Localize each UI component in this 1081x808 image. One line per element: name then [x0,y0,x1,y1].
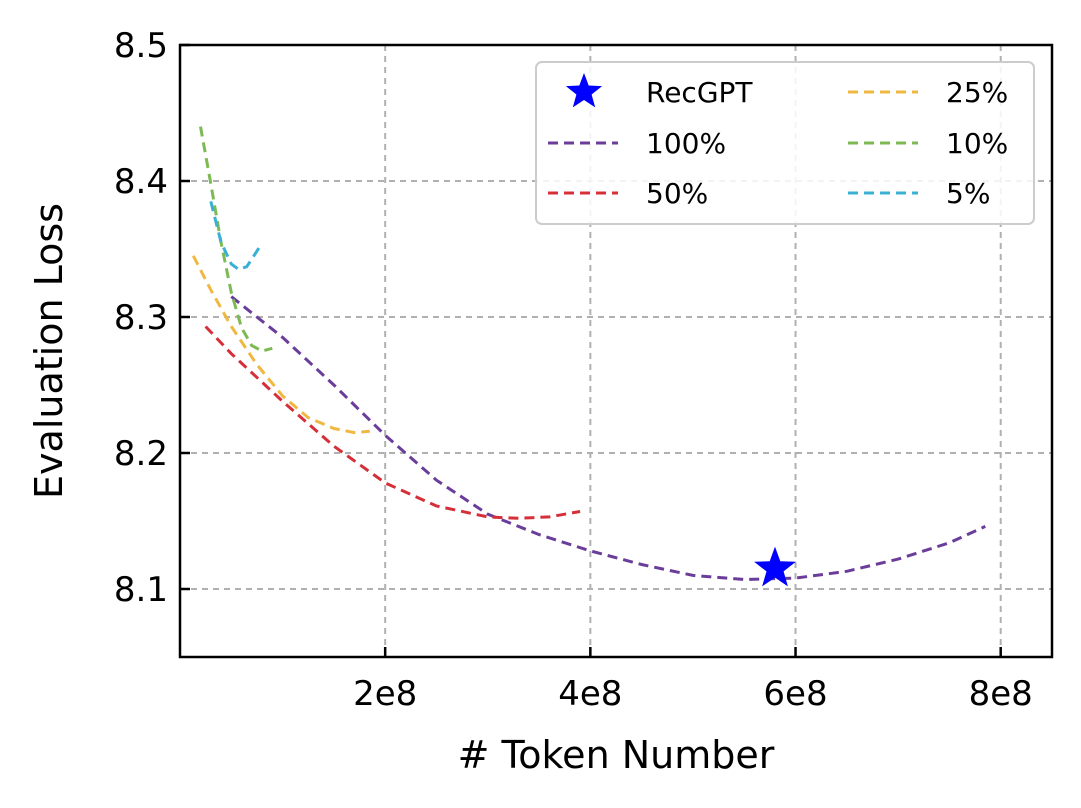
series-10pct-line [199,126,273,353]
series-25pct-line [191,255,370,435]
tick-layer: 2e8 4e8 6e8 8e8 8.1 8.2 8.3 8.4 8.5 [114,26,1033,714]
x-tick-label: 2e8 [353,674,417,714]
legend-50pct-label: 50% [646,177,708,210]
y-tick-label: 8.4 [114,162,168,202]
recgpt-star-marker [754,546,796,587]
y-tick-label: 8.2 [114,434,168,474]
series-layer [191,126,986,582]
y-tick-label: 8.3 [114,298,168,338]
marker-layer [754,546,796,587]
legend-10pct-label: 10% [946,127,1008,160]
series-50pct-line [204,325,581,520]
plot-frame [178,43,1054,659]
y-tick-label: 8.1 [114,570,168,610]
legend-box [535,61,1035,225]
x-tick-label: 6e8 [763,674,827,714]
legend: RecGPT 100% 50% 25% 10% 5% [535,61,1035,225]
y-tick-label: 8.5 [114,26,168,66]
legend-recgpt-label: RecGPT [646,76,753,109]
x-tick-label: 8e8 [969,674,1033,714]
y-axis-title: Evaluation Loss [27,203,71,499]
legend-5pct-label: 5% [946,177,990,210]
x-axis-title: # Token Number [458,733,775,777]
series-5pct-line [209,201,262,272]
series-100pct-line [230,295,986,582]
x-tick-label: 4e8 [558,674,622,714]
legend-100pct-label: 100% [646,127,726,160]
legend-25pct-label: 25% [946,76,1008,109]
legend-recgpt-star-icon [565,73,603,108]
